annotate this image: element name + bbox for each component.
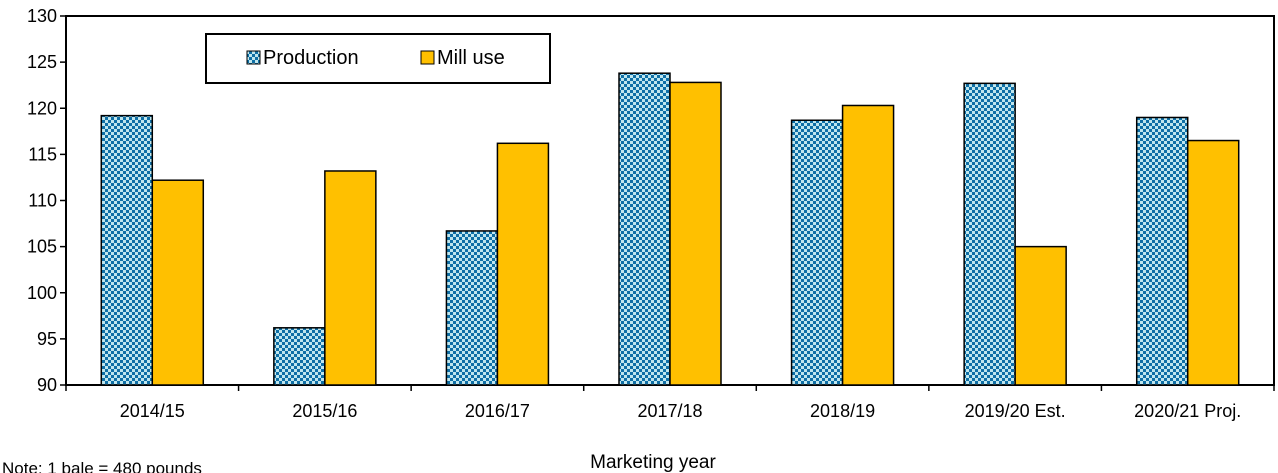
bar-mill-use-2 xyxy=(324,170,377,386)
bar-production-5 xyxy=(790,119,844,386)
legend-label-mill-use: Mill use xyxy=(437,47,505,69)
bar-mill-use-1 xyxy=(151,179,205,386)
x-axis: 2014/15 2015/16 2016/17 2017/18 2018/19 2019/… xyxy=(65,385,1275,421)
x-tick-label: 2015/16 xyxy=(292,401,357,421)
bar-production-6 xyxy=(963,82,1016,386)
x-tick-label: 2018/19 xyxy=(810,401,875,421)
x-tick-label: 2020/21 Proj. xyxy=(1134,401,1241,421)
bar-production-1 xyxy=(100,114,154,386)
bar-production-3 xyxy=(445,230,499,386)
x-tick-label: 2014/15 xyxy=(120,401,185,421)
bar-mill-use-6 xyxy=(1014,245,1067,386)
y-tick-label: 125 xyxy=(27,52,57,72)
legend-swatch-mill-use xyxy=(420,50,435,65)
footnote: Note: 1 bale = 480 pounds xyxy=(2,459,202,473)
bar-production-7 xyxy=(1135,116,1189,386)
bar-production-4 xyxy=(618,72,671,386)
bar-mill-use-5 xyxy=(841,104,895,386)
y-tick-label: 120 xyxy=(27,98,57,118)
y-tick-label: 130 xyxy=(27,6,57,26)
y-tick-label: 100 xyxy=(27,283,57,303)
y-tick-label: 95 xyxy=(37,329,57,349)
x-tick-label: 2016/17 xyxy=(465,401,530,421)
bar-mill-use-4 xyxy=(669,81,722,386)
bar-production-2 xyxy=(273,327,326,386)
y-tick-label: 110 xyxy=(28,191,57,211)
bar-mill-use-7 xyxy=(1186,139,1240,386)
y-tick-label: 115 xyxy=(28,144,57,164)
x-tick-label: 2019/20 Est. xyxy=(965,401,1066,421)
x-tick-label: 2017/18 xyxy=(637,401,702,421)
y-axis: 90 95 100 105 110 115 120 125 130 xyxy=(27,6,66,395)
legend-label-production: Production xyxy=(263,47,359,69)
x-axis-title: Marketing year xyxy=(590,452,716,473)
legend-swatch-production xyxy=(246,50,261,65)
y-tick-label: 90 xyxy=(37,375,57,395)
y-tick-label: 105 xyxy=(27,237,57,257)
bar-mill-use-3 xyxy=(496,142,550,386)
plot-area xyxy=(65,15,1275,386)
legend-box xyxy=(205,33,551,84)
legend: Production Mill use xyxy=(205,33,551,84)
